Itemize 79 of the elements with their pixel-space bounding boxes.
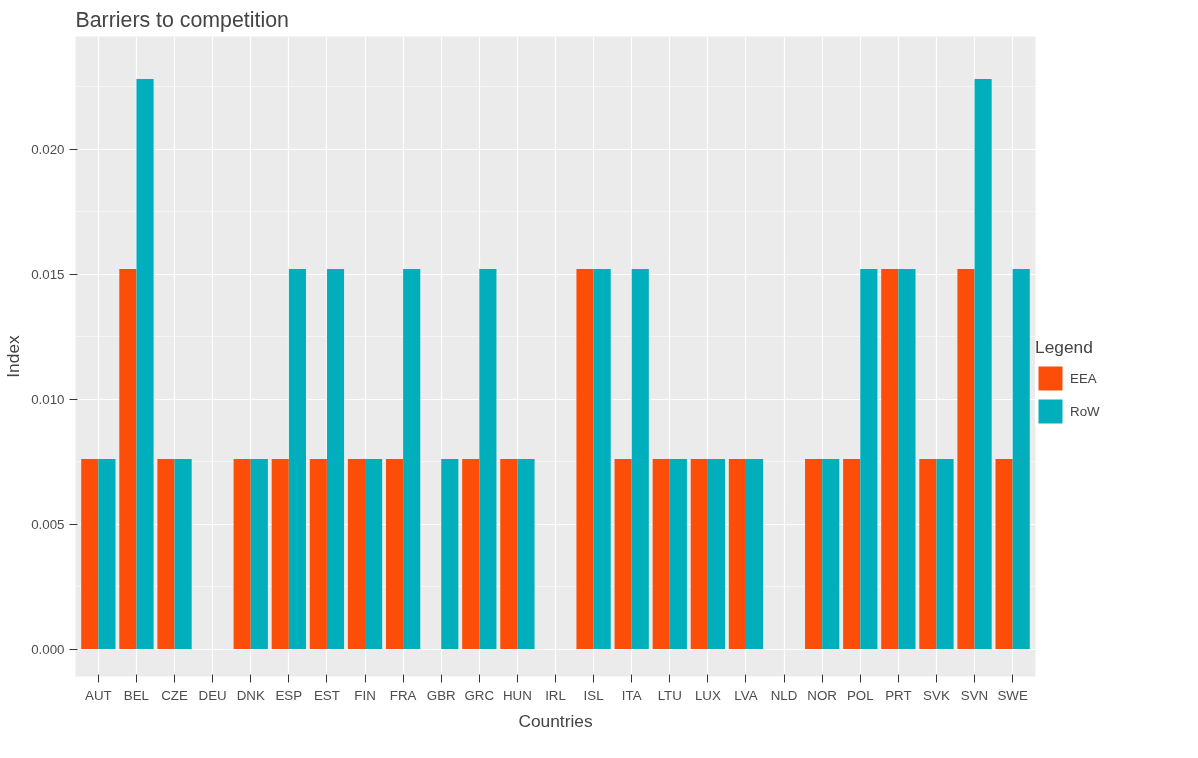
x-tick-label: AUT bbox=[85, 687, 112, 703]
bar bbox=[288, 269, 306, 649]
x-tick-label: HUN bbox=[502, 687, 532, 703]
bar bbox=[403, 269, 421, 649]
x-tick-label: CZE bbox=[161, 687, 188, 703]
y-tick-label: 0.000 bbox=[31, 641, 65, 657]
bar bbox=[500, 459, 518, 649]
bar bbox=[669, 459, 687, 649]
x-tick-label: POL bbox=[846, 687, 874, 703]
legend-label: EEA bbox=[1070, 370, 1097, 386]
bar bbox=[441, 459, 459, 649]
y-axis-title: Index bbox=[3, 334, 24, 378]
bar bbox=[271, 459, 289, 649]
bar bbox=[365, 459, 383, 649]
bar bbox=[881, 269, 899, 649]
bar bbox=[936, 459, 954, 649]
bar bbox=[707, 459, 726, 649]
x-tick-label: DNK bbox=[236, 687, 265, 703]
bar bbox=[98, 459, 116, 649]
bar bbox=[745, 459, 764, 649]
bar bbox=[326, 269, 345, 649]
x-tick-label: BEL bbox=[123, 687, 150, 703]
x-tick-label: SVN bbox=[960, 687, 989, 703]
bar bbox=[309, 459, 327, 649]
x-tick-label: NOR bbox=[807, 687, 837, 703]
x-tick-label: ISL bbox=[583, 687, 604, 703]
bar bbox=[136, 79, 154, 649]
bar bbox=[614, 459, 632, 649]
x-tick-label: NLD bbox=[770, 687, 798, 703]
bar bbox=[805, 459, 823, 649]
x-tick-label: FRA bbox=[389, 687, 417, 703]
x-tick-label: DEU bbox=[198, 687, 227, 703]
bar bbox=[860, 269, 878, 649]
bar bbox=[822, 459, 840, 649]
y-tick-label: 0.015 bbox=[31, 266, 65, 282]
x-tick-label: GBR bbox=[426, 687, 456, 703]
bar bbox=[728, 459, 746, 649]
bar bbox=[919, 459, 937, 649]
x-tick-label: LVA bbox=[734, 687, 758, 703]
x-axis-title: Countries bbox=[518, 710, 593, 731]
x-tick-label: SVK bbox=[923, 687, 950, 703]
bar bbox=[119, 269, 137, 649]
y-tick-label: 0.010 bbox=[31, 391, 65, 407]
x-tick-label: GRC bbox=[464, 687, 495, 703]
bar bbox=[479, 269, 497, 649]
legend-label: RoW bbox=[1070, 403, 1100, 419]
bar bbox=[593, 269, 611, 649]
bar bbox=[81, 459, 99, 649]
bar bbox=[631, 269, 649, 649]
x-tick-label: ITA bbox=[621, 687, 642, 703]
legend-title: Legend bbox=[1035, 337, 1094, 358]
bar bbox=[517, 459, 535, 649]
bar bbox=[995, 459, 1013, 649]
x-tick-label: LTU bbox=[657, 687, 682, 703]
bar bbox=[843, 459, 861, 649]
bar bbox=[233, 459, 251, 649]
x-tick-label: PRT bbox=[885, 687, 912, 703]
bar bbox=[652, 459, 670, 649]
x-tick-label: ESP bbox=[275, 687, 303, 703]
bar bbox=[385, 459, 404, 649]
chart-title: Barriers to competition bbox=[75, 7, 289, 32]
x-tick-label: SWE bbox=[997, 687, 1028, 703]
bar bbox=[157, 459, 175, 649]
x-tick-label: EST bbox=[313, 687, 340, 703]
bar bbox=[462, 459, 480, 649]
bar bbox=[576, 269, 594, 649]
bar bbox=[690, 459, 708, 649]
y-tick-label: 0.005 bbox=[31, 516, 65, 532]
bar bbox=[1012, 269, 1030, 649]
bar bbox=[898, 269, 916, 649]
bar bbox=[250, 459, 268, 649]
x-tick-label: IRL bbox=[545, 687, 566, 703]
bar bbox=[347, 459, 366, 649]
bar bbox=[974, 79, 992, 649]
y-tick-label: 0.020 bbox=[31, 141, 65, 157]
x-tick-label: FIN bbox=[354, 687, 376, 703]
bar bbox=[174, 459, 192, 649]
x-tick-label: LUX bbox=[694, 687, 721, 703]
bar bbox=[957, 269, 975, 649]
